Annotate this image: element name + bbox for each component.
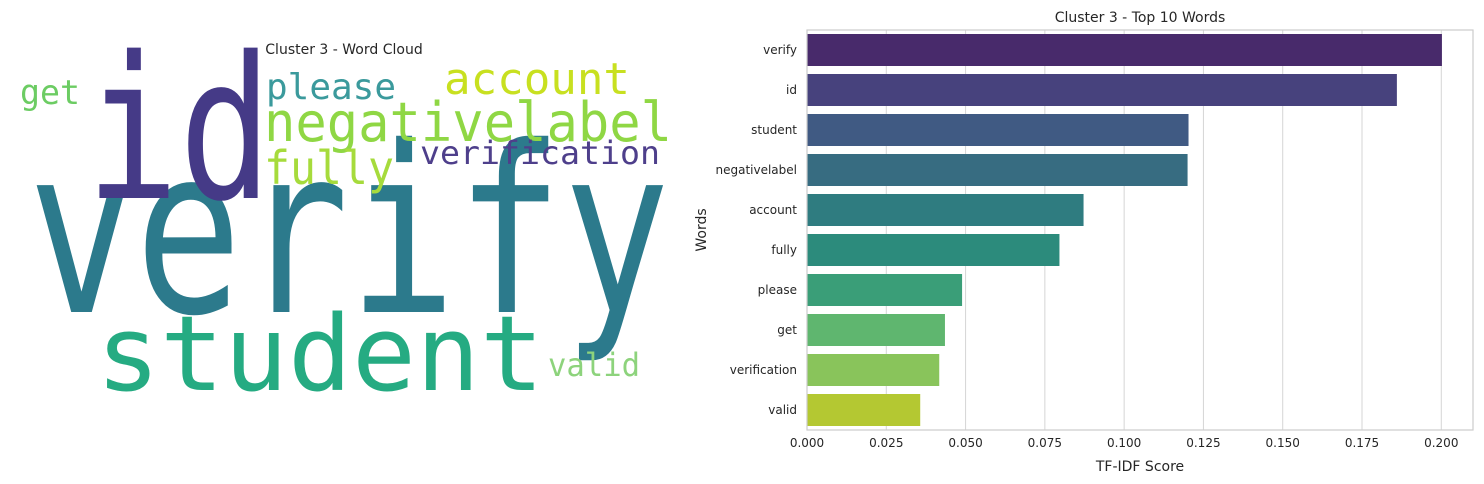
x-tick-label: 0.125 <box>1186 436 1220 450</box>
y-tick-label-valid: valid <box>768 403 797 417</box>
bar-chart-title: Cluster 3 - Top 10 Words <box>1055 10 1226 26</box>
x-tick-label: 0.175 <box>1345 436 1379 450</box>
cloud-word-account: account <box>444 54 630 105</box>
y-tick-label-verify: verify <box>763 43 797 57</box>
bar-id <box>807 74 1397 106</box>
x-tick-label: 0.150 <box>1266 436 1300 450</box>
bar-account <box>807 194 1084 226</box>
x-tick-labels: 0.000 0.025 0.050 0.075 0.100 0.125 0.150 0.175… <box>790 436 1459 450</box>
word-cloud-title: Cluster 3 - Word Cloud <box>265 42 422 58</box>
cloud-word-verify: verify <box>28 97 670 367</box>
y-tick-label-account: account <box>749 203 797 217</box>
cloud-word-student: student <box>96 293 544 415</box>
x-tick-label: 0.025 <box>869 436 903 450</box>
bar-fully <box>807 234 1060 266</box>
cloud-word-id: id <box>86 14 272 245</box>
bar-valid <box>807 394 921 426</box>
cloud-word-get: get <box>20 73 80 113</box>
y-tick-label-please: please <box>758 283 797 297</box>
x-tick-label: 0.100 <box>1107 436 1141 450</box>
plot-area-frame <box>806 29 1474 431</box>
bar-please <box>807 274 963 306</box>
y-tick-label-get: get <box>777 323 797 337</box>
cloud-word-verification: verification <box>420 134 660 172</box>
bar-verification <box>807 354 940 386</box>
y-axis-label: Words <box>694 208 710 251</box>
bar-student <box>807 114 1189 146</box>
x-axis-label: TF-IDF Score <box>1095 459 1184 475</box>
bars <box>807 34 1442 426</box>
x-tick-label: 0.200 <box>1424 436 1458 450</box>
cloud-word-negativelabel: negativelabel <box>264 91 672 154</box>
x-tick-label: 0.075 <box>1028 436 1062 450</box>
cloud-word-valid: valid <box>548 346 640 384</box>
y-tick-label-student: student <box>751 123 797 137</box>
y-tick-label-negativelabel: negativelabel <box>715 163 797 177</box>
word-cloud-panel: Cluster 3 - Word Cloud verify id student… <box>20 14 672 415</box>
x-tick-label: 0.000 <box>790 436 824 450</box>
y-tick-label-fully: fully <box>771 243 797 257</box>
cloud-word-please: please <box>266 67 396 108</box>
cloud-word-fully: fully <box>264 141 394 195</box>
bar-get <box>807 314 945 346</box>
y-tick-labels: verify id student negativelabel account fully… <box>715 43 797 417</box>
x-tick-label: 0.050 <box>948 436 982 450</box>
y-tick-label-verification: verification <box>730 363 797 377</box>
bar-verify <box>807 34 1442 66</box>
bar-chart-panel: Cluster 3 - Top 10 Words verify id student… <box>694 10 1474 475</box>
bar-negativelabel <box>807 154 1188 186</box>
y-tick-label-id: id <box>786 83 797 97</box>
